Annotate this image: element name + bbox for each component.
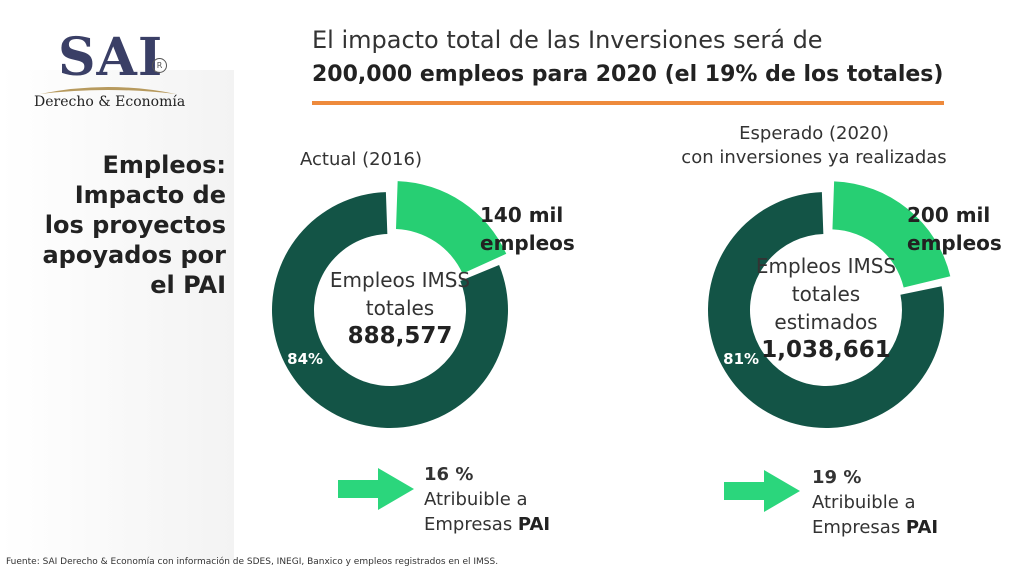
chart-2-center: Empleos IMSS totales estimados 1,038,661	[736, 252, 916, 364]
chart-1-center-value: 888,577	[347, 323, 453, 349]
chart-2-note-text2: Empresas PAI	[812, 515, 938, 540]
chart-1-center-line: totales	[365, 296, 435, 320]
chart-2-donut: 81%	[708, 181, 951, 428]
sai-logo: SAI R Derecho & Economía	[18, 18, 193, 120]
chart-1-note-prefix: Empresas	[424, 514, 518, 535]
chart-2-slice-label: 200 mil empleos	[907, 201, 1002, 257]
chart-1-center-line: Empleos IMSS	[329, 268, 471, 292]
source-footnote: Fuente: SAI Derecho & Economía con infor…	[6, 557, 499, 567]
chart-2-arrow-icon	[724, 470, 800, 512]
chart-1-note: 16 % Atribuible a Empresas PAI	[424, 462, 550, 537]
chart-1-center: Empleos IMSS totales 888,577	[310, 266, 490, 350]
chart-1-note-text: Atribuible a	[424, 489, 528, 510]
chart-1-title: Actual (2016)	[300, 149, 422, 170]
chart-2-note-prefix: Empresas	[812, 517, 906, 538]
sidebar-title-line: los proyectos	[44, 211, 226, 239]
sidebar-panel	[0, 70, 234, 560]
chart-1-arrow-icon	[338, 468, 414, 510]
page-subtitle: 200,000 empleos para 2020 (el 19% de los…	[312, 62, 944, 87]
logo-subtitle: Derecho & Economía	[34, 94, 186, 110]
chart-2-slice-label-line: 200 mil	[907, 203, 991, 227]
chart-1-slice-label-line: 140 mil	[480, 203, 564, 227]
chart-2-note: 19 % Atribuible a Empresas PAI	[812, 465, 938, 540]
chart-2-note-pct: 19 %	[812, 467, 862, 488]
chart-2-slice-light	[832, 181, 951, 288]
chart-1-note-pct: 16 %	[424, 464, 474, 485]
chart-1-note-text2: Empresas PAI	[424, 512, 550, 537]
chart-1-donut: 84%	[272, 181, 508, 428]
chart-2-center-value: 1,038,661	[761, 337, 891, 363]
sidebar-title-line: Impacto de	[74, 181, 226, 209]
logo-wordmark: SAI	[58, 27, 164, 88]
chart-2-pct-label: 81%	[723, 350, 759, 368]
chart-2-note-bold: PAI	[905, 517, 939, 538]
chart-2-center-line: estimados	[774, 310, 878, 334]
chart-2-slice-label-line: empleos	[907, 231, 1002, 255]
chart-1-slice-label-line: empleos	[480, 231, 575, 255]
sidebar-title-line: Empleos:	[102, 151, 226, 179]
chart-2-title-line: Esperado (2020)	[739, 123, 889, 144]
title-underline	[312, 101, 944, 105]
chart-2-note-text: Atribuible a	[812, 492, 916, 513]
sidebar-title-line: el PAI	[150, 271, 226, 299]
chart-1-note-bold: PAI	[517, 514, 551, 535]
sidebar-title: Empleos: Impacto de los proyectos apoyad…	[0, 150, 226, 300]
page-title: El impacto total de las Inversiones será…	[312, 26, 823, 54]
registered-mark-icon: R	[152, 58, 167, 73]
chart-2-title-line: con inversiones ya realizadas	[681, 147, 947, 168]
sidebar-title-line: apoyados por	[42, 241, 226, 269]
chart-1-slice-light	[395, 181, 507, 274]
chart-1-slice-dark	[272, 192, 508, 428]
chart-1-pct-label: 84%	[287, 350, 323, 368]
chart-2-center-line: totales	[791, 282, 861, 306]
chart-2-title: Esperado (2020) con inversiones ya reali…	[664, 122, 964, 170]
chart-1-slice-label: 140 mil empleos	[480, 201, 575, 257]
logo-arc-icon	[40, 87, 176, 94]
chart-2-slice-dark	[708, 192, 944, 428]
chart-2-center-line: Empleos IMSS	[755, 254, 897, 278]
